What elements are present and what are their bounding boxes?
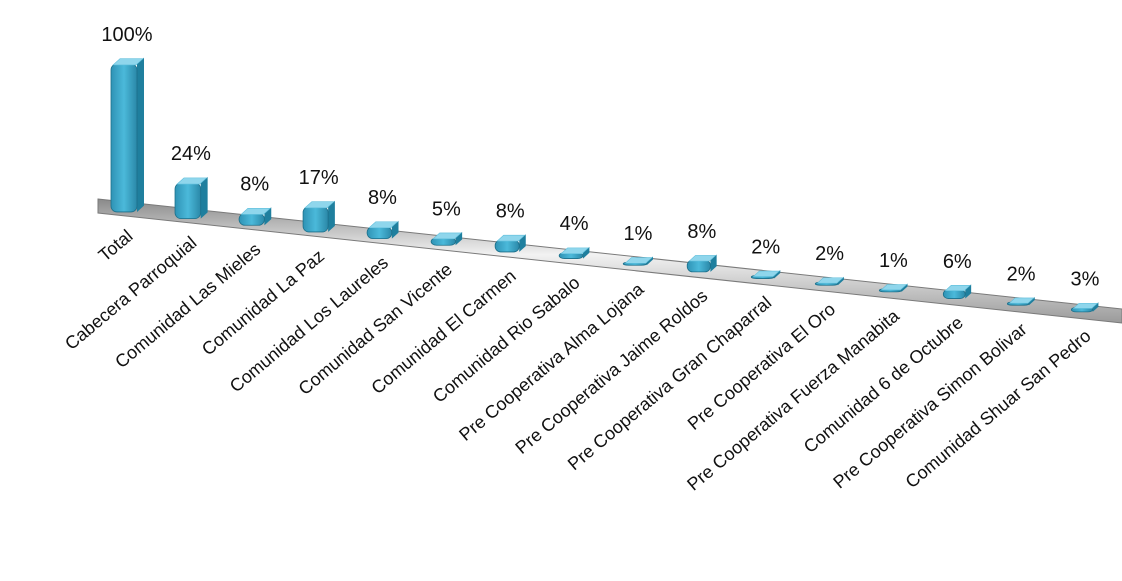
data-label: 17% [299,167,339,189]
bar [622,256,654,266]
data-label: 8% [687,221,716,243]
data-labels: 100% 24% 8% 17% 8% 5% 8% 4% 1% 8% 2% 2% 1% 6% 2% 3% [101,24,1099,291]
data-label: 6% [943,251,972,273]
bar [302,200,335,233]
bar [1070,302,1099,313]
bar [814,276,844,286]
bar [174,176,208,220]
data-label: 1% [879,250,908,272]
bar [878,283,908,293]
bar [686,254,717,273]
category-label: Comunidad Las Mieles [111,239,264,372]
chart-floor [97,198,1122,324]
data-label: 100% [101,24,152,46]
bar [430,231,463,246]
data-label: 4% [560,213,589,235]
data-label: 8% [496,201,525,223]
data-label: 3% [1071,269,1100,291]
category-label: Total [95,226,137,266]
bar [494,234,526,253]
data-label: 2% [1007,263,1036,285]
data-label: 8% [240,174,269,196]
bar [942,284,972,299]
bar [558,246,590,259]
data-label: 2% [815,243,844,265]
bar [110,57,144,213]
bar-series [110,57,1099,313]
floor-band [97,198,1122,324]
category-label: Cabecera Parroquial [61,232,200,353]
data-label: 5% [432,198,461,220]
bar [1006,296,1035,306]
data-label: 1% [623,223,652,245]
data-label: 24% [171,143,211,165]
bar [366,220,399,239]
bar [238,207,272,226]
bar [750,270,781,279]
category-label: Comunidad La Paz [198,246,328,360]
data-label: 8% [368,187,397,209]
data-label: 2% [751,236,780,258]
